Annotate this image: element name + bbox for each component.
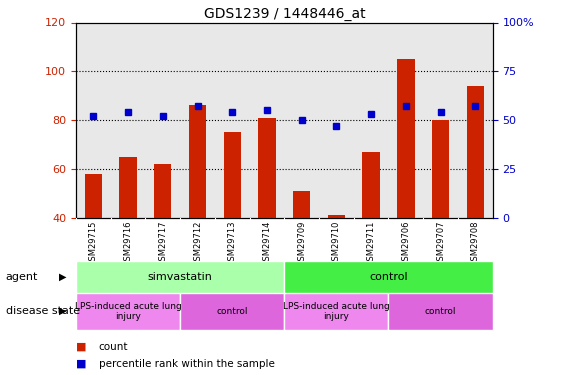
Bar	[467, 86, 484, 218]
Text: GSM29714: GSM29714	[262, 221, 271, 266]
Text: GSM29715: GSM29715	[89, 221, 98, 266]
Title: GDS1239 / 1448446_at: GDS1239 / 1448446_at	[203, 8, 365, 21]
Bar	[154, 164, 172, 218]
Bar	[258, 118, 276, 218]
Bar	[432, 120, 449, 218]
Bar	[189, 105, 206, 218]
Text: GSM29717: GSM29717	[158, 221, 167, 267]
Bar	[363, 152, 380, 217]
Bar	[397, 59, 414, 217]
Text: count: count	[99, 342, 128, 352]
Text: GSM29708: GSM29708	[471, 221, 480, 267]
Text: percentile rank within the sample: percentile rank within the sample	[99, 359, 274, 369]
Text: agent: agent	[6, 272, 38, 282]
Text: ▶: ▶	[59, 272, 66, 282]
Bar	[76, 292, 180, 330]
Bar	[76, 261, 284, 292]
Bar	[224, 132, 241, 218]
Text: GSM29707: GSM29707	[436, 221, 445, 267]
Bar	[293, 190, 310, 217]
Bar	[328, 215, 345, 217]
Text: ■: ■	[76, 359, 87, 369]
Text: control: control	[369, 272, 408, 282]
Text: ■: ■	[76, 342, 87, 352]
Text: ▶: ▶	[59, 306, 66, 316]
Text: LPS-induced acute lung
injury: LPS-induced acute lung injury	[75, 302, 181, 321]
Bar	[284, 261, 493, 292]
Text: GSM29716: GSM29716	[124, 221, 132, 267]
Text: GSM29706: GSM29706	[401, 221, 410, 267]
Text: control: control	[217, 307, 248, 316]
Text: GSM29710: GSM29710	[332, 221, 341, 266]
Text: simvastatin: simvastatin	[148, 272, 213, 282]
Bar	[119, 157, 137, 218]
Bar	[84, 174, 102, 217]
Bar	[388, 292, 493, 330]
Bar	[180, 292, 284, 330]
Text: GSM29712: GSM29712	[193, 221, 202, 266]
Text: GSM29709: GSM29709	[297, 221, 306, 266]
Text: disease state: disease state	[6, 306, 80, 316]
Text: GSM29713: GSM29713	[228, 221, 236, 267]
Text: GSM29711: GSM29711	[367, 221, 376, 266]
Text: LPS-induced acute lung
injury: LPS-induced acute lung injury	[283, 302, 390, 321]
Bar	[284, 292, 388, 330]
Text: control: control	[425, 307, 456, 316]
